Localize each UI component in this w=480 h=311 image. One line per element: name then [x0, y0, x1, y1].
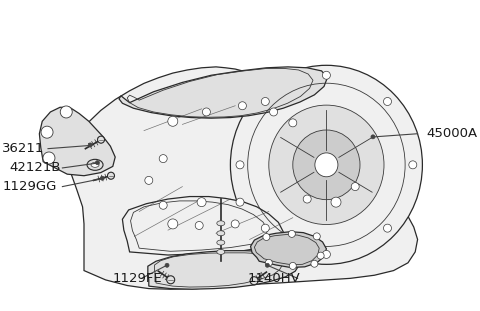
Circle shape [265, 263, 269, 267]
Circle shape [288, 230, 295, 237]
Text: 1129FE: 1129FE [113, 272, 162, 285]
Polygon shape [148, 251, 300, 289]
Circle shape [159, 201, 167, 209]
Circle shape [236, 198, 244, 206]
Circle shape [145, 176, 153, 184]
Ellipse shape [91, 162, 99, 167]
Circle shape [43, 152, 55, 164]
Circle shape [313, 233, 320, 240]
Circle shape [203, 108, 210, 116]
Ellipse shape [269, 105, 384, 225]
Ellipse shape [217, 249, 225, 254]
Circle shape [384, 97, 392, 105]
Ellipse shape [293, 130, 360, 200]
Circle shape [303, 195, 311, 203]
Circle shape [289, 262, 296, 269]
Circle shape [197, 198, 206, 207]
Circle shape [97, 136, 105, 143]
Circle shape [108, 172, 115, 179]
Polygon shape [251, 232, 326, 267]
Circle shape [323, 71, 330, 79]
Polygon shape [119, 67, 327, 118]
Ellipse shape [87, 159, 103, 170]
Circle shape [409, 161, 417, 169]
Circle shape [168, 219, 178, 229]
Circle shape [168, 116, 178, 126]
Circle shape [231, 220, 239, 228]
Circle shape [250, 277, 258, 285]
Circle shape [96, 161, 99, 165]
Circle shape [167, 276, 175, 284]
Text: 36211: 36211 [2, 142, 45, 155]
Circle shape [323, 250, 330, 258]
Text: 1129GG: 1129GG [2, 180, 57, 193]
Circle shape [371, 135, 375, 139]
Circle shape [88, 143, 92, 147]
Ellipse shape [315, 153, 338, 177]
Ellipse shape [217, 240, 225, 245]
Text: 45000A: 45000A [426, 127, 478, 140]
Circle shape [165, 263, 169, 267]
Circle shape [331, 197, 341, 207]
Circle shape [261, 224, 269, 232]
Circle shape [159, 155, 167, 163]
Polygon shape [67, 67, 418, 289]
Polygon shape [122, 197, 283, 255]
Ellipse shape [230, 65, 422, 264]
Text: 42121B: 42121B [10, 161, 61, 174]
Circle shape [236, 161, 244, 169]
Circle shape [60, 106, 72, 118]
Polygon shape [39, 107, 115, 176]
Circle shape [289, 119, 297, 127]
Circle shape [239, 102, 246, 110]
Text: 1140HV: 1140HV [247, 272, 300, 285]
Circle shape [351, 183, 359, 191]
Ellipse shape [217, 221, 225, 226]
Circle shape [100, 176, 104, 180]
Circle shape [195, 221, 203, 230]
Ellipse shape [217, 231, 225, 236]
Circle shape [317, 252, 324, 259]
Circle shape [384, 224, 392, 232]
Circle shape [41, 126, 53, 138]
Circle shape [311, 260, 318, 267]
Circle shape [265, 259, 272, 266]
Circle shape [270, 108, 277, 116]
Circle shape [263, 234, 270, 240]
Circle shape [261, 97, 269, 105]
